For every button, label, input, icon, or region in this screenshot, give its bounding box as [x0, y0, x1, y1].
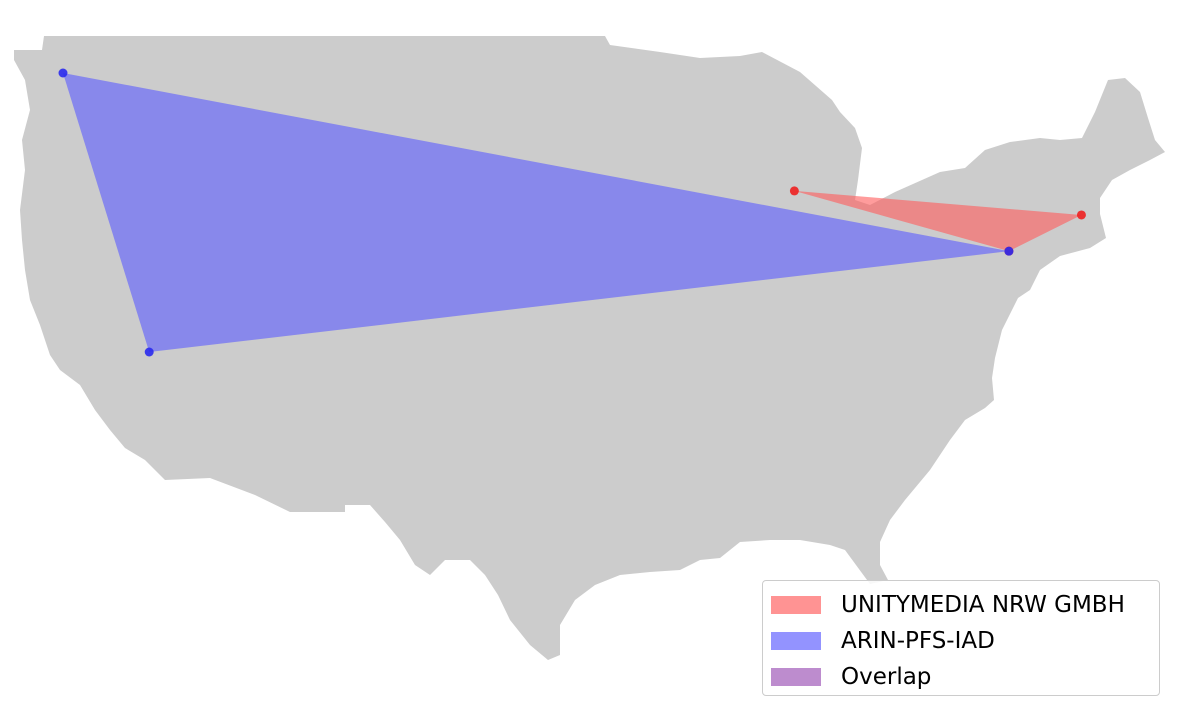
legend-item-arin: ARIN-PFS-IAD: [771, 623, 1151, 659]
legend-swatch-unitymedia: [771, 596, 821, 614]
legend-label-overlap: Overlap: [841, 664, 932, 690]
region-polygon-unitymedia: [794, 190, 1082, 252]
region-polygon-arin: [63, 73, 1009, 352]
legend-swatch-overlap: [771, 668, 821, 686]
location-point-unitymedia-1: [1076, 210, 1086, 220]
legend-label-unitymedia: UNITYMEDIA NRW GMBH: [841, 592, 1125, 618]
legend-label-arin: ARIN-PFS-IAD: [841, 628, 995, 654]
legend-item-overlap: Overlap: [771, 659, 1151, 695]
location-point-arin-0: [58, 68, 68, 78]
location-point-arin-1: [144, 347, 154, 357]
legend-item-unitymedia: UNITYMEDIA NRW GMBH: [771, 587, 1151, 623]
location-point-unitymedia-0: [789, 186, 799, 196]
legend: UNITYMEDIA NRW GMBH ARIN-PFS-IAD Overlap: [762, 580, 1160, 696]
location-point-arin-2: [1004, 246, 1014, 256]
legend-swatch-arin: [771, 632, 821, 650]
